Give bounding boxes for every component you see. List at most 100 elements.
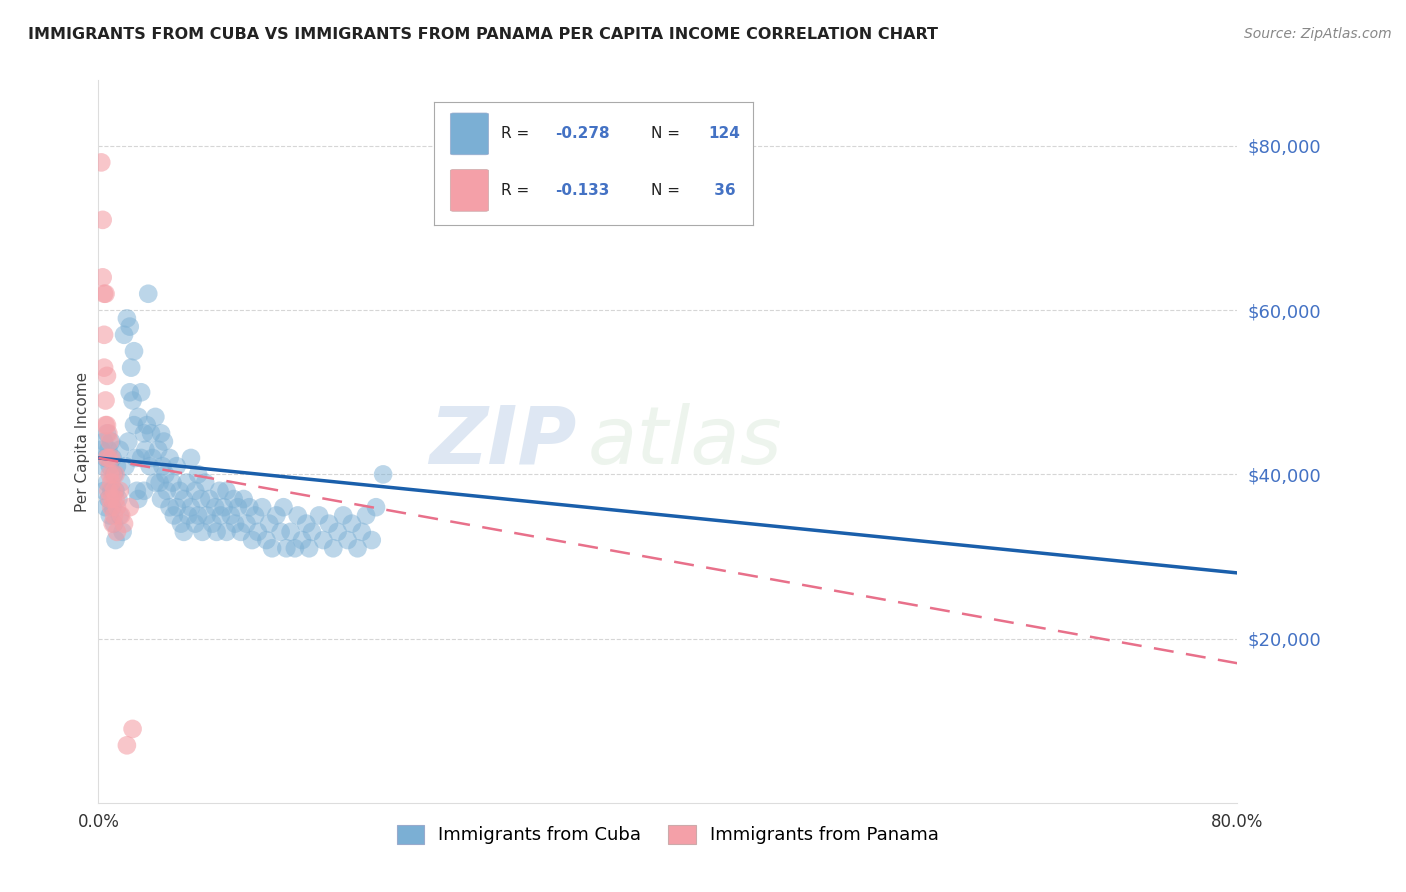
Point xyxy=(204,500,226,515)
Point xyxy=(208,483,231,498)
Point xyxy=(162,475,184,490)
Point xyxy=(91,270,114,285)
Point xyxy=(110,475,132,490)
Point xyxy=(101,491,124,506)
Point xyxy=(176,475,198,490)
Point xyxy=(148,442,170,457)
Point xyxy=(96,368,118,383)
Point xyxy=(97,491,120,506)
Point xyxy=(246,524,269,539)
Point xyxy=(115,311,138,326)
Point xyxy=(240,533,263,547)
Point xyxy=(209,508,232,523)
Text: atlas: atlas xyxy=(588,402,783,481)
Point xyxy=(340,516,363,531)
Point xyxy=(187,467,209,482)
Point xyxy=(108,483,131,498)
Point xyxy=(195,508,218,523)
Point xyxy=(150,491,173,506)
Point xyxy=(134,442,156,457)
Point xyxy=(97,442,120,457)
Point xyxy=(96,450,118,465)
Point xyxy=(284,541,307,556)
Point xyxy=(122,344,145,359)
Point xyxy=(124,450,146,465)
Point xyxy=(270,524,292,539)
Point xyxy=(90,155,112,169)
Point xyxy=(103,483,125,498)
Point xyxy=(98,508,121,523)
Point xyxy=(169,483,191,498)
Text: Source: ZipAtlas.com: Source: ZipAtlas.com xyxy=(1244,27,1392,41)
Point xyxy=(111,524,134,539)
Point xyxy=(108,508,131,523)
Point xyxy=(354,508,377,523)
Point xyxy=(132,483,155,498)
Point xyxy=(97,450,120,465)
Point xyxy=(110,508,132,523)
Point xyxy=(184,483,207,498)
Point xyxy=(291,533,314,547)
Point xyxy=(212,500,235,515)
Point xyxy=(114,459,136,474)
Point xyxy=(135,418,157,433)
Point xyxy=(326,524,349,539)
Point xyxy=(118,319,141,334)
Point xyxy=(129,450,152,465)
Point xyxy=(108,442,131,457)
Point xyxy=(219,508,242,523)
Point xyxy=(93,286,115,301)
Point xyxy=(149,475,172,490)
Legend: Immigrants from Cuba, Immigrants from Panama: Immigrants from Cuba, Immigrants from Pa… xyxy=(389,818,946,852)
Point xyxy=(97,426,120,441)
Point xyxy=(166,459,188,474)
Point xyxy=(215,524,238,539)
Point xyxy=(301,524,323,539)
Point xyxy=(141,450,163,465)
Point xyxy=(117,434,139,449)
Point xyxy=(201,516,224,531)
Point xyxy=(254,533,277,547)
Point xyxy=(100,434,122,449)
Point xyxy=(350,524,373,539)
Point xyxy=(205,524,228,539)
Point xyxy=(155,467,177,482)
Point xyxy=(318,516,340,531)
Point xyxy=(105,459,128,474)
Point xyxy=(94,418,117,433)
Point xyxy=(156,483,179,498)
Point xyxy=(101,500,124,515)
Point xyxy=(308,508,330,523)
Point xyxy=(298,541,321,556)
Point xyxy=(295,516,318,531)
Point xyxy=(198,491,221,506)
Point xyxy=(332,508,354,523)
Point xyxy=(250,500,273,515)
Point xyxy=(101,516,124,531)
Text: IMMIGRANTS FROM CUBA VS IMMIGRANTS FROM PANAMA PER CAPITA INCOME CORRELATION CHA: IMMIGRANTS FROM CUBA VS IMMIGRANTS FROM … xyxy=(28,27,938,42)
Point xyxy=(262,541,284,556)
Point xyxy=(94,393,117,408)
Point xyxy=(93,360,115,375)
Point xyxy=(96,418,118,433)
Point xyxy=(224,516,246,531)
Point xyxy=(104,491,127,506)
Point xyxy=(112,327,135,342)
Point xyxy=(104,533,127,547)
Point xyxy=(180,500,202,515)
Point xyxy=(121,722,143,736)
Y-axis label: Per Capita Income: Per Capita Income xyxy=(75,371,90,512)
Point xyxy=(132,426,155,441)
Point xyxy=(120,360,142,375)
Point xyxy=(112,516,135,531)
Point xyxy=(360,533,382,547)
Point xyxy=(191,524,214,539)
Point xyxy=(187,508,209,523)
Point xyxy=(170,516,193,531)
Point xyxy=(100,450,122,465)
Point xyxy=(93,327,115,342)
Point xyxy=(159,500,181,515)
Point xyxy=(104,483,127,498)
Point xyxy=(190,491,212,506)
Point xyxy=(145,475,167,490)
